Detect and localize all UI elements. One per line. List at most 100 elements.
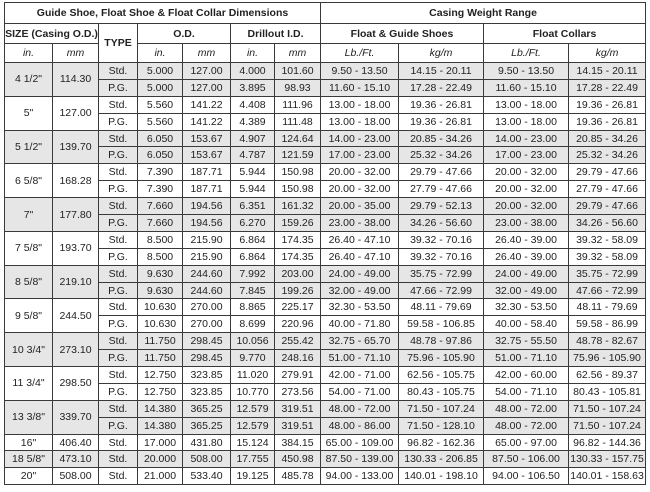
fg-lbft-cell: 48.00 - 72.00 — [320, 399, 400, 418]
drillout-in-cell: 5.944 — [230, 163, 275, 182]
table-row: 6 5/8" 168.28 Std. 7.390 187.71 5.944 150.98 20… — [4, 163, 647, 199]
weight-range-title: Casing Weight Range — [320, 2, 647, 24]
od-in-cell: 7.660 — [137, 214, 183, 232]
size-mm-cell: 273.10 — [52, 332, 99, 368]
drillout-in-cell: 6.864 — [230, 247, 275, 266]
table-row: P.G. 8.500 215.90 6.864 174.35 26.40 - 47.10 3… — [5, 247, 647, 266]
size-cell: 18 5/8" — [4, 450, 53, 469]
drillout-in-cell: 3.895 — [230, 78, 275, 97]
drillout-mm-cell: 203.00 — [273, 264, 322, 283]
od-in-cell: 11.750 — [137, 349, 183, 368]
fg-kgm-cell: 39.32 - 70.16 — [398, 230, 485, 249]
type-cell: Std. — [98, 433, 138, 452]
unit-header: in. — [4, 43, 53, 63]
fg-kgm-cell: 59.58 - 106.85 — [398, 315, 485, 334]
fg-kgm-cell: 39.32 - 70.16 — [398, 247, 485, 266]
fg-lbft-cell: 24.00 - 49.00 — [320, 264, 400, 283]
fc-lbft-cell: 87.50 - 106.00 — [483, 450, 570, 469]
size-cell: 7" — [4, 197, 53, 232]
od-in-cell: 7.390 — [137, 163, 183, 182]
fg-lbft-cell: 87.50 - 139.00 — [320, 450, 400, 469]
drillout-mm-cell: 220.96 — [273, 315, 322, 334]
fc-kgm-cell: 39.32 - 58.09 — [568, 230, 647, 249]
type-cell: Std. — [98, 450, 138, 469]
unit-header: Lb./Ft. — [320, 43, 400, 63]
fc-lbft-cell: 9.50 - 13.50 — [483, 62, 570, 80]
size-mm-cell: 168.28 — [52, 163, 99, 199]
od-in-cell: 9.630 — [137, 264, 183, 283]
fc-kgm-cell: 29.79 - 47.66 — [568, 197, 647, 216]
type-cell: Std. — [98, 332, 138, 351]
fg-kgm-cell: 75.96 - 105.90 — [398, 349, 485, 368]
od-mm-cell: 323.85 — [182, 382, 231, 401]
od-in-cell: 6.050 — [137, 146, 183, 165]
size-mm-cell: 114.30 — [52, 62, 99, 97]
table-row: 8 5/8" 219.10 Std. 9.630 244.60 7.992 203.00 24… — [4, 264, 647, 300]
drillout-in-cell: 4.787 — [230, 146, 275, 165]
fg-kgm-cell: 29.79 - 52.13 — [398, 197, 485, 216]
fc-lbft-cell: 20.00 - 32.00 — [483, 163, 570, 182]
type-cell: P.G. — [98, 146, 138, 165]
fg-kgm-cell: 19.36 - 26.81 — [398, 95, 485, 114]
od-mm-cell: 270.00 — [182, 315, 231, 334]
fc-lbft-cell: 65.00 - 97.00 — [483, 433, 570, 452]
size-cell: 16" — [4, 433, 53, 452]
table-row: P.G. 5.000 127.00 3.895 98.93 11.60 - 15.10 17… — [5, 78, 647, 97]
od-mm-cell: 298.45 — [182, 349, 231, 368]
fg-kgm-cell: 80.43 - 105.75 — [398, 382, 485, 401]
table-row: 13 3/8" 339.70 Std. 14.380 365.25 12.579 319.5… — [4, 399, 647, 435]
fc-kgm-cell: 96.82 - 144.36 — [568, 433, 647, 452]
fc-kgm-cell: 59.58 - 86.99 — [568, 315, 647, 334]
fc-kgm-cell: 17.28 - 22.49 — [568, 78, 647, 97]
size-mm-cell: 298.50 — [52, 366, 99, 401]
od-mm-cell: 194.56 — [182, 197, 231, 216]
table-row: 5" 127.00 Std. 5.560 141.22 4.408 111.96 13.00 … — [4, 95, 647, 131]
fc-kgm-cell: 35.75 - 72.99 — [568, 264, 647, 283]
type-cell: Std. — [98, 467, 138, 486]
od-mm-cell: 127.00 — [182, 62, 231, 80]
fc-kgm-cell: 62.56 - 89.37 — [568, 366, 647, 384]
fg-kgm-cell: 25.32 - 34.26 — [398, 146, 485, 165]
type-cell: Std. — [98, 298, 138, 317]
od-mm-cell: 365.25 — [182, 416, 231, 435]
fg-lbft-cell: 20.00 - 35.00 — [320, 197, 400, 216]
type-cell: P.G. — [98, 180, 138, 199]
fc-lbft-cell: 51.00 - 71.10 — [483, 349, 570, 368]
unit-header: mm — [182, 43, 231, 63]
fc-kgm-cell: 25.32 - 34.26 — [568, 146, 647, 165]
drillout-in-cell: 11.020 — [230, 366, 275, 384]
drillout-in-cell: 9.770 — [230, 349, 275, 368]
type-cell: Std. — [98, 230, 138, 249]
fg-lbft-cell: 14.00 - 23.00 — [320, 129, 400, 148]
size-cell: 7 5/8" — [4, 230, 53, 266]
fc-lbft-cell: 48.00 - 72.00 — [483, 399, 570, 418]
drillout-mm-cell: 121.59 — [273, 146, 322, 165]
fg-lbft-cell: 51.00 - 71.10 — [320, 349, 400, 368]
size-cell: 20" — [4, 467, 53, 486]
fc-kgm-cell: 19.36 - 26.81 — [568, 95, 647, 114]
drillout-in-cell: 8.865 — [230, 298, 275, 317]
fc-lbft-cell: 32.75 - 55.50 — [483, 332, 570, 351]
od-mm-cell: 141.22 — [182, 95, 231, 114]
table-row: P.G. 14.380 365.25 12.579 319.51 48.00 - 86.0… — [5, 416, 647, 435]
od-mm-cell: 215.90 — [182, 247, 231, 266]
drillout-mm-cell: 124.64 — [273, 129, 322, 148]
fc-lbft-cell: 48.00 - 72.00 — [483, 416, 570, 435]
drillout-in-cell: 12.579 — [230, 399, 275, 418]
size-cell: 5" — [4, 95, 53, 131]
fc-lbft-cell: 40.00 - 58.40 — [483, 315, 570, 334]
table-row: P.G. 7.660 194.56 6.270 159.26 23.00 - 38.00 3… — [5, 214, 647, 232]
unit-header: in. — [137, 43, 183, 63]
type-cell: Std. — [98, 163, 138, 182]
type-header: TYPE — [98, 23, 138, 63]
drillout-mm-cell: 384.15 — [273, 433, 322, 452]
dimensions-title: Guide Shoe, Float Shoe & Float Collar Di… — [3, 2, 322, 24]
unit-header: mm — [273, 43, 322, 63]
drillout-in-cell: 10.056 — [230, 332, 275, 351]
fg-lbft-cell: 94.00 - 133.00 — [320, 467, 400, 486]
fg-kgm-cell: 17.28 - 22.49 — [398, 78, 485, 97]
table-row: 5 1/2" 139.70 Std. 6.050 153.67 4.907 124.64 14… — [4, 129, 647, 165]
fg-lbft-cell: 20.00 - 32.00 — [320, 163, 400, 182]
fc-kgm-cell: 75.96 - 105.90 — [568, 349, 647, 368]
drillout-in-cell: 8.699 — [230, 315, 275, 334]
